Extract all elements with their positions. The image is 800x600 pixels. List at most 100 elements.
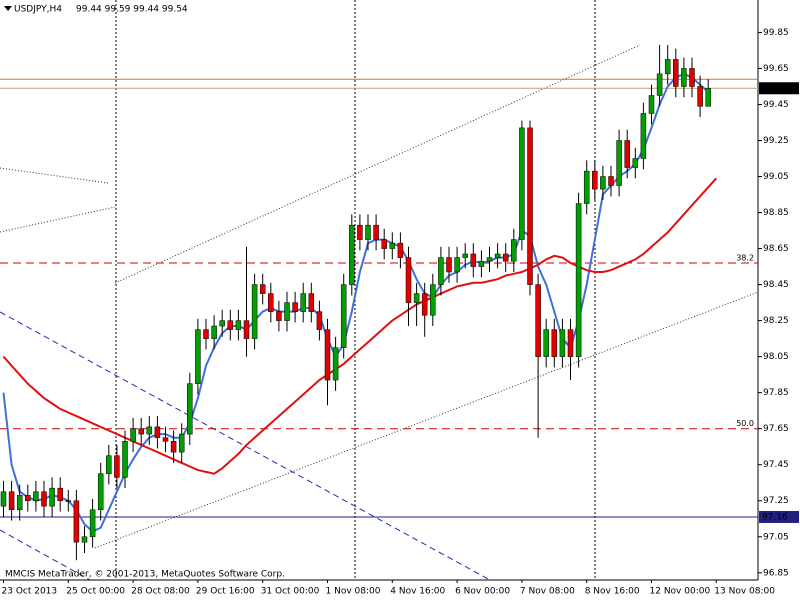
- candle-body: [502, 253, 509, 262]
- x-tick-label: 29 Oct 16:00: [196, 587, 255, 597]
- y-tick-label: 97.25: [763, 496, 789, 506]
- y-tick-label: 97.85: [763, 388, 789, 398]
- candle-body: [640, 113, 647, 159]
- trend-line: [0, 529, 91, 581]
- ohlc-caption: 99.44 99.59 99.44 99.54: [76, 5, 188, 15]
- candle-body: [97, 473, 104, 511]
- candle-body: [381, 239, 387, 249]
- x-tick-label: 12 Nov 00:00: [650, 587, 711, 597]
- candle-body: [227, 320, 234, 330]
- indicator-line: [2, 177, 718, 475]
- x-tick-label: 13 Nov 08:00: [714, 587, 775, 597]
- candle-body: [559, 329, 566, 357]
- candle-body: [162, 437, 169, 442]
- indicator-line: [2, 72, 709, 533]
- candle-body: [106, 455, 112, 474]
- candle-body: [592, 170, 598, 190]
- candle-body: [316, 311, 323, 330]
- candle-body: [178, 433, 185, 453]
- y-tick-label: 98.65: [763, 244, 789, 254]
- candle-body: [462, 253, 468, 258]
- candle-body: [203, 329, 209, 339]
- candle-body: [243, 320, 250, 339]
- candle-body: [373, 224, 379, 240]
- candle-body: [494, 253, 501, 258]
- candle-body: [170, 441, 177, 453]
- trend-line: [0, 311, 491, 581]
- candle-body: [308, 293, 315, 312]
- candle-body: [114, 455, 120, 478]
- y-tick-label: 98.25: [763, 316, 789, 326]
- x-tick-label: 8 Nov 16:00: [585, 587, 640, 597]
- candle-body: [41, 491, 47, 507]
- candle-body: [421, 293, 428, 316]
- candle-body: [324, 329, 331, 381]
- candle-body: [235, 320, 242, 330]
- y-tick-label: 99.05: [763, 172, 789, 182]
- candle-body: [697, 86, 703, 107]
- y-tick-label: 99.45: [763, 100, 789, 110]
- candle-body: [195, 329, 201, 384]
- candle-body: [292, 302, 298, 312]
- candle-body: [413, 293, 420, 303]
- candle-body: [122, 441, 128, 478]
- candle-body: [681, 68, 687, 87]
- candle-body: [284, 302, 290, 321]
- candle-body: [365, 224, 371, 240]
- channel-line: [0, 167, 109, 184]
- x-tick-label: 4 Nov 16:00: [390, 587, 445, 597]
- candle-body: [648, 95, 655, 114]
- candle-body: [332, 347, 339, 381]
- candle-body: [535, 284, 541, 357]
- x-tick-label: 23 Oct 2013: [2, 587, 58, 597]
- candle-body: [57, 487, 63, 501]
- candle-body: [73, 500, 80, 543]
- candle-body: [357, 224, 363, 240]
- x-tick-label: 6 Nov 00:00: [455, 587, 510, 597]
- menu-arrow[interactable]: [4, 6, 12, 11]
- candle-body: [340, 284, 347, 348]
- candle-body: [656, 73, 663, 96]
- symbol-title: USDJPY,H4: [14, 5, 62, 15]
- x-tick-label: 31 Oct 00:00: [261, 587, 320, 597]
- candle-body: [632, 158, 639, 168]
- candle-body: [624, 140, 630, 168]
- candle-body: [511, 239, 517, 262]
- candle-body: [154, 426, 161, 438]
- drawing-objects: [0, 0, 759, 581]
- candle-body: [397, 242, 404, 258]
- candle-body: [251, 284, 258, 339]
- candle-body: [519, 127, 525, 240]
- candle-body: [608, 176, 614, 186]
- price-box-label: 97.16: [762, 512, 788, 522]
- candle-body: [486, 257, 493, 262]
- candle-body: [470, 253, 477, 267]
- candle-body: [478, 260, 485, 267]
- candle-body: [8, 491, 15, 511]
- candle-body: [219, 320, 225, 327]
- footer: MMCIS MetaTrader, © 2001-2013, MetaQuote…: [5, 570, 285, 580]
- price-box: [759, 510, 799, 523]
- candle-body: [664, 59, 671, 75]
- candle-body: [551, 329, 558, 357]
- candle-body: [405, 257, 412, 303]
- y-tick-label: 99.25: [763, 136, 789, 146]
- price-box: [759, 82, 799, 95]
- level-label: 50.0: [736, 419, 754, 428]
- y-tick-label: 99.85: [763, 28, 789, 38]
- candle-body: [543, 329, 549, 357]
- candle-body: [89, 509, 96, 538]
- level-label: 38.2: [736, 253, 754, 262]
- candle-body: [600, 176, 606, 190]
- y-tick-label: 98.05: [763, 352, 789, 362]
- y-tick-label: 96.85: [763, 568, 789, 578]
- candle-body: [389, 242, 396, 249]
- y-tick-label: 97.45: [763, 460, 789, 470]
- channel-line: [114, 44, 641, 284]
- x-tick-label: 1 Nov 08:00: [326, 587, 381, 597]
- candle-body: [130, 428, 136, 442]
- candle-body: [446, 257, 452, 273]
- candle-body: [575, 203, 582, 357]
